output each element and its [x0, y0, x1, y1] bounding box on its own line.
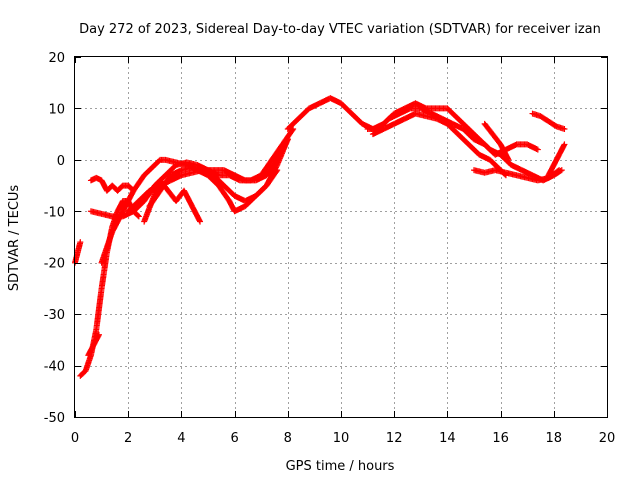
y-tick-label: -20 [44, 257, 65, 272]
y-tick-label: -10 [44, 205, 65, 220]
series-trace [530, 111, 567, 132]
x-tick-label: 2 [124, 431, 132, 446]
series-trace [147, 164, 280, 209]
y-tick-label: -40 [44, 360, 65, 375]
series-s13 [481, 120, 512, 163]
y-tick-label: 0 [57, 154, 65, 169]
y-tick-label: -50 [44, 411, 65, 426]
x-tick-label: 10 [333, 431, 350, 446]
series-trace [89, 175, 136, 193]
y-tick-label: 20 [48, 51, 65, 66]
series-s14 [471, 167, 563, 184]
series-s2 [77, 198, 142, 379]
series-s4 [87, 174, 137, 194]
series-s3 [85, 331, 102, 359]
series-trace [78, 198, 141, 378]
series-s12 [369, 110, 509, 179]
x-tick-label: 6 [230, 431, 238, 446]
data-layer [72, 95, 568, 379]
series-trace [472, 167, 562, 184]
x-tick-label: 14 [439, 431, 456, 446]
x-tick-label: 4 [177, 431, 185, 446]
x-tick-label: 20 [599, 431, 616, 446]
series-trace [482, 121, 511, 162]
chart-title: Day 272 of 2023, Sidereal Day-to-day VTE… [79, 22, 601, 37]
y-axis-label: SDTVAR / TECUs [7, 185, 22, 292]
series-s15 [529, 110, 568, 132]
x-tick-label: 8 [284, 431, 292, 446]
tick-layer: 0 2 4 6 8 10 12 14 16 18 20 -50 -40 -30 -20 -10 0 10 20 [44, 51, 616, 446]
series-trace [99, 137, 291, 265]
x-tick-label: 18 [546, 431, 563, 446]
y-tick-label: -30 [44, 308, 65, 323]
series-trace [546, 142, 567, 178]
x-tick-label: 0 [71, 431, 79, 446]
x-tick-label: 12 [386, 431, 403, 446]
plot-frame [74, 56, 608, 418]
y-tick-label: 10 [48, 102, 65, 117]
series-trace [371, 110, 509, 178]
grid-layer [75, 57, 607, 417]
x-axis-label: GPS time / hours [286, 459, 395, 474]
series-trace [72, 240, 83, 265]
series-trace [85, 332, 102, 358]
series-s16 [545, 141, 568, 179]
series-s1 [72, 239, 84, 266]
series-s9 [146, 164, 281, 210]
x-tick-label: 16 [492, 431, 509, 446]
series-s6 [98, 136, 291, 266]
